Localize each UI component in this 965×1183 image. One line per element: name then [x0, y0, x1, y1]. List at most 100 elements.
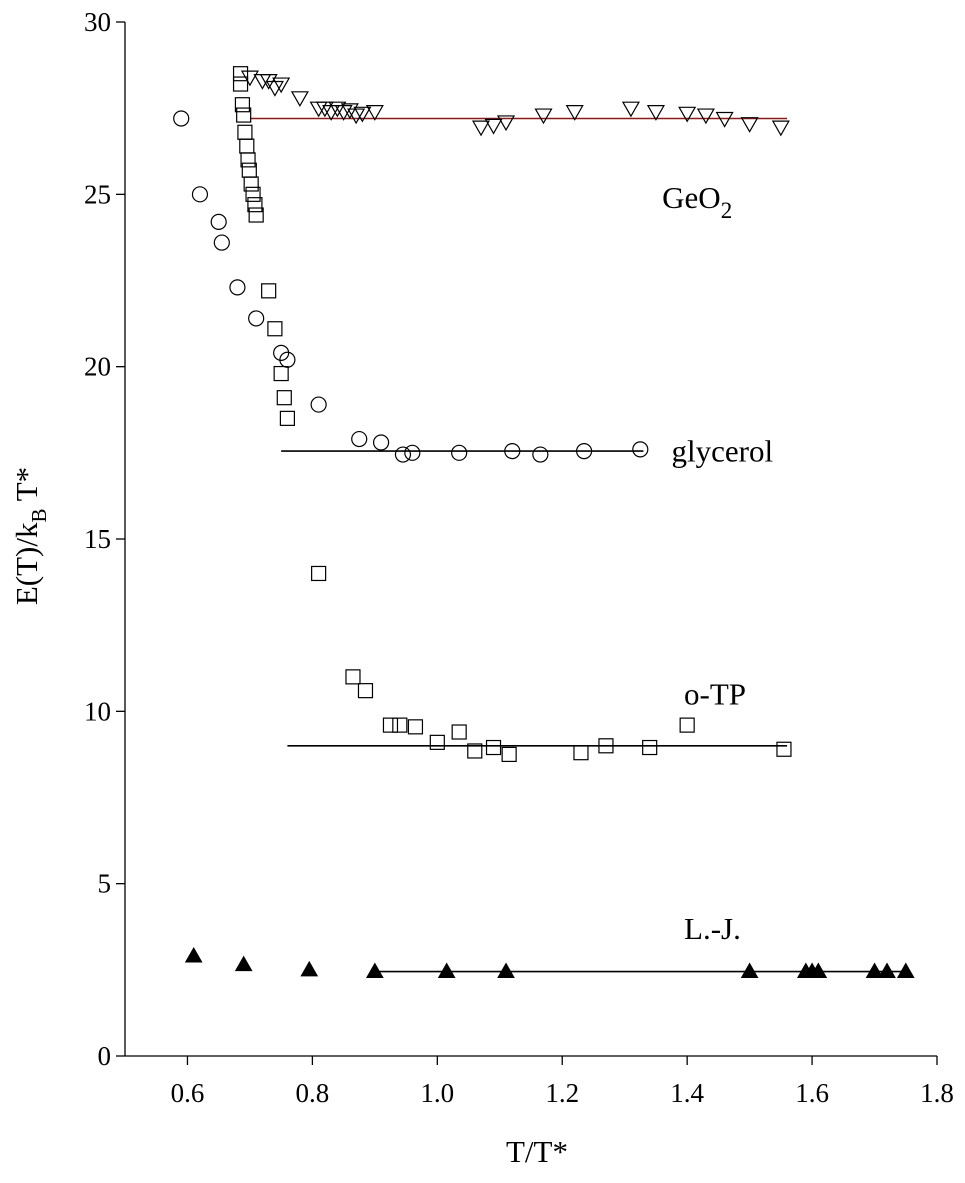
series-label-sub: 2 — [721, 198, 733, 223]
data-point-L.-J. — [497, 962, 515, 979]
data-point-GeO2 — [715, 111, 734, 128]
data-point-GeO2 — [471, 120, 491, 137]
data-point-glycerol — [504, 443, 521, 460]
data-point-glycerol — [173, 110, 190, 127]
data-point-GeO2 — [272, 77, 291, 94]
series-label-main: o-TP — [684, 676, 746, 711]
data-point-GeO2 — [334, 105, 353, 121]
data-point-o-TP — [261, 283, 277, 299]
data-point-o-TP — [679, 717, 695, 733]
data-point-GeO2 — [365, 105, 384, 121]
data-point-glycerol — [372, 434, 390, 451]
data-point-o-TP — [237, 124, 253, 140]
series-label-main: GeO — [662, 180, 721, 215]
series-label-main: L.-J. — [684, 911, 741, 946]
y-tick-label: 0 — [98, 1041, 112, 1071]
data-point-o-TP — [451, 724, 467, 740]
data-point-o-TP — [232, 76, 249, 92]
data-point-o-TP — [382, 717, 399, 733]
data-point-o-TP — [429, 734, 445, 750]
data-point-glycerol — [394, 446, 412, 463]
data-point-o-TP — [245, 186, 261, 202]
data-point-glycerol — [210, 213, 227, 231]
data-point-o-TP — [485, 739, 502, 756]
y-tick-label: 25 — [84, 179, 111, 209]
data-point-glycerol — [229, 279, 246, 296]
data-point-L.-J. — [809, 962, 828, 979]
y-tick-label: 30 — [84, 7, 111, 37]
series-label-glycerol: glycerol — [672, 433, 774, 468]
data-point-o-TP — [232, 66, 249, 82]
data-point-o-TP — [392, 717, 408, 733]
data-point-o-TP — [236, 107, 252, 123]
data-point-glycerol — [575, 443, 593, 460]
data-point-glycerol — [632, 441, 649, 458]
data-point-GeO2 — [347, 108, 366, 125]
x-axis-label: T/T* — [506, 1134, 568, 1169]
data-point-o-TP — [273, 365, 289, 382]
y-axis-label-sub: B — [27, 508, 51, 522]
data-point-L.-J. — [878, 962, 896, 979]
data-point-o-TP — [311, 565, 327, 582]
data-point-GeO2 — [696, 108, 715, 125]
data-point-GeO2 — [496, 115, 516, 132]
data-point-glycerol — [191, 186, 209, 203]
y-tick-label: 10 — [84, 696, 111, 726]
data-markers — [173, 66, 915, 979]
data-point-L.-J. — [184, 947, 203, 963]
y-axis-label-main: E(T)/k — [9, 522, 44, 605]
data-point-glycerol — [213, 234, 230, 251]
data-point-L.-J. — [365, 962, 384, 979]
data-point-GeO2 — [771, 120, 790, 137]
series-label-o-TP: o-TP — [684, 676, 746, 711]
data-point-L.-J. — [300, 960, 319, 977]
data-point-L.-J. — [740, 962, 759, 979]
data-point-o-TP — [276, 390, 292, 406]
x-tick-label: 1.8 — [920, 1078, 954, 1108]
x-tick-label: 0.8 — [296, 1078, 330, 1108]
data-point-o-TP — [642, 739, 658, 756]
data-point-L.-J. — [865, 962, 884, 979]
data-point-glycerol — [404, 444, 421, 461]
data-point-GeO2 — [290, 91, 309, 108]
data-point-glycerol — [532, 446, 549, 463]
data-point-glycerol — [248, 310, 265, 327]
data-point-o-TP — [234, 97, 251, 113]
data-point-o-TP — [467, 743, 483, 759]
data-point-GeO2 — [534, 108, 553, 125]
fit-lines — [249, 117, 906, 973]
data-point-o-TP — [357, 683, 374, 699]
x-tick-label: 1.4 — [670, 1078, 704, 1108]
data-point-glycerol — [351, 430, 368, 448]
x-tick-label: 1.2 — [545, 1078, 579, 1108]
data-point-GeO2 — [678, 106, 697, 123]
data-point-GeO2 — [646, 105, 665, 121]
data-point-glycerol — [310, 396, 327, 413]
data-point-GeO2 — [353, 106, 372, 123]
data-point-o-TP — [267, 321, 283, 337]
data-point-o-TP — [247, 197, 263, 213]
series-label-L.-J.: L.-J. — [684, 911, 741, 946]
data-point-GeO2 — [328, 101, 347, 118]
data-point-glycerol — [451, 444, 468, 461]
series-labels: GeO2 glycerol o-TP L.-J. — [662, 180, 773, 946]
data-point-GeO2 — [340, 103, 359, 120]
data-point-o-TP — [345, 669, 361, 685]
data-point-GeO2 — [621, 101, 640, 118]
data-point-o-TP — [248, 207, 264, 223]
data-point-o-TP — [279, 410, 295, 426]
data-point-L.-J. — [234, 955, 253, 972]
data-point-o-TP — [239, 138, 255, 154]
data-point-L.-J. — [896, 962, 915, 979]
data-point-GeO2 — [565, 105, 584, 121]
data-point-o-TP — [243, 176, 259, 192]
data-point-L.-J. — [437, 962, 456, 979]
data-point-glycerol — [279, 351, 296, 368]
y-tick-label: 5 — [98, 869, 112, 899]
x-tick-label: 1.6 — [795, 1078, 829, 1108]
data-point-o-TP — [241, 162, 257, 178]
series-label-main: glycerol — [672, 433, 774, 468]
axis-ticks: 0.6 0.8 1.0 1.2 1.4 1.6 1.8 0 5 10 15 20 25 30 — [84, 7, 954, 1108]
data-point-o-TP — [776, 741, 792, 757]
